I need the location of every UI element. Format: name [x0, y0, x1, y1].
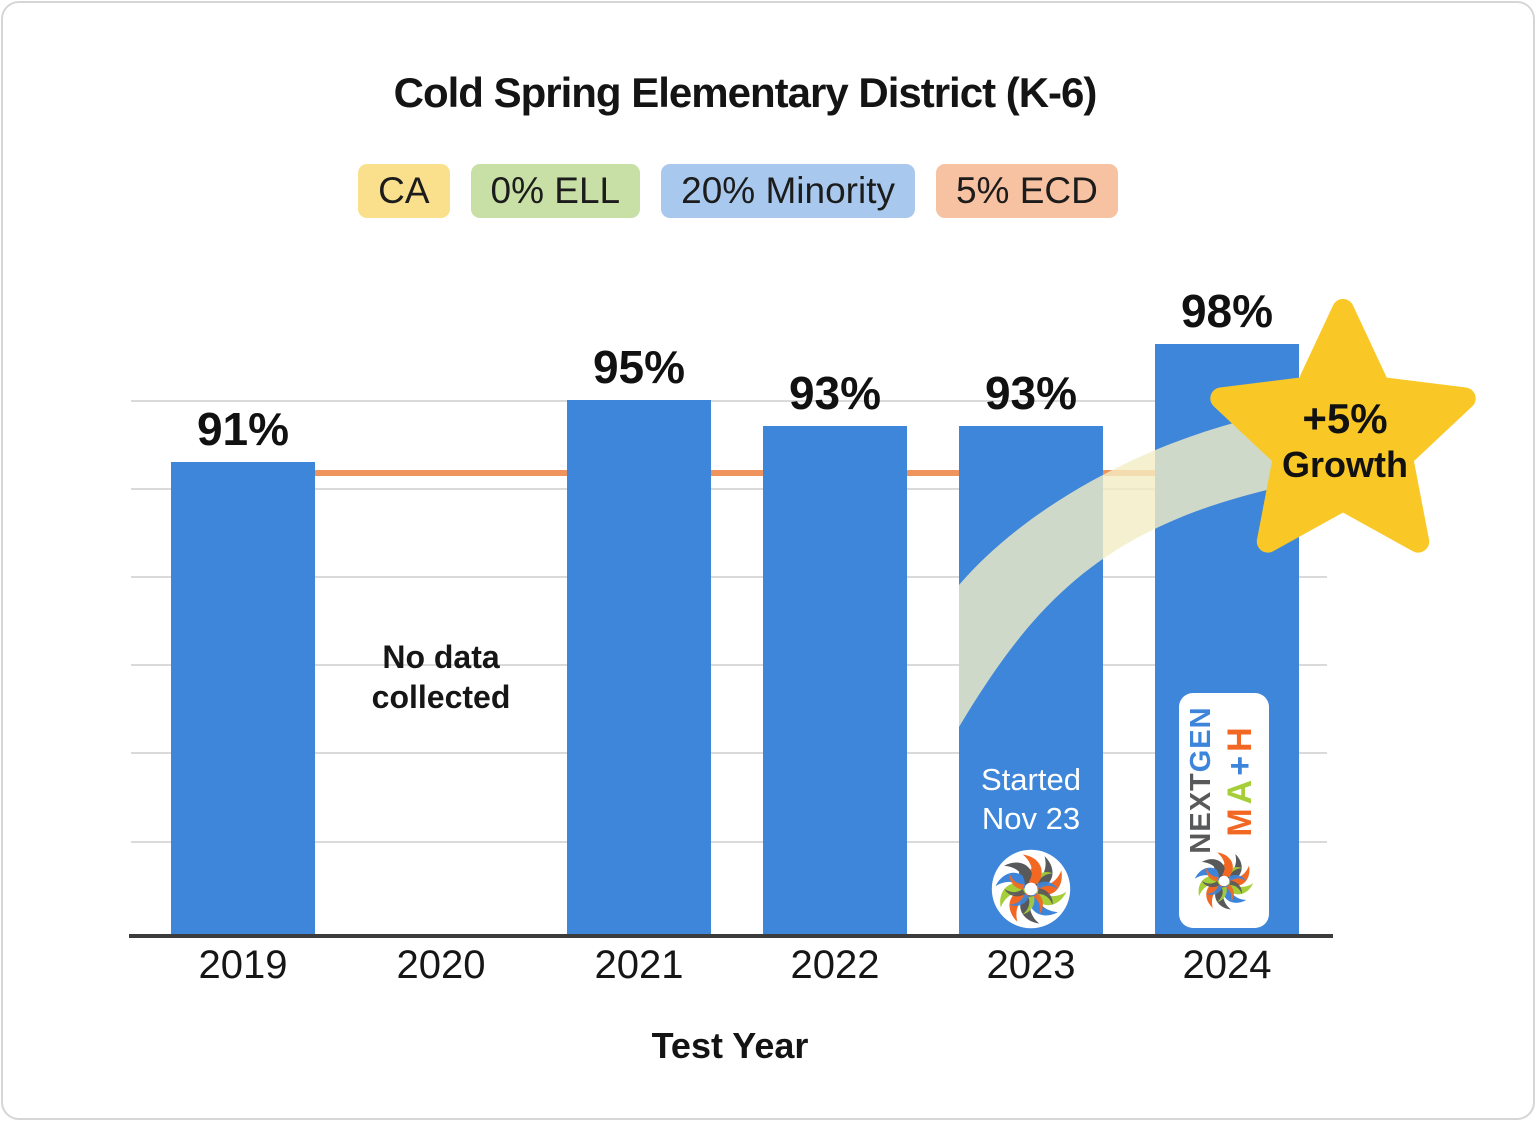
bar-value-label: 95% [592, 341, 686, 393]
nextgen-logo-letter: A [1221, 775, 1259, 805]
x-axis-tick-label: 2019 [198, 943, 288, 987]
nextgen-logo-letter: M [1221, 804, 1259, 837]
no-data-annotation: No data collected [371, 639, 511, 715]
bar-value-label: 91% [196, 403, 290, 455]
baseline-reference-line [183, 470, 1325, 476]
nextgen-logo-letter: H [1221, 723, 1259, 752]
bar-2021 [567, 400, 711, 936]
growth-star-caption: Growth [1282, 444, 1408, 485]
x-axis-tick-label: 2022 [790, 943, 880, 987]
nextgen-logo-word-math: MA+H [1220, 696, 1260, 864]
chart-title: Cold Spring Elementary District (K-6) [393, 69, 1098, 116]
nextgen-logo-word-gen: GEN [1185, 706, 1217, 773]
gridline [131, 841, 1327, 843]
x-axis-tick-label: 2021 [594, 943, 684, 987]
bar-value-label: 98% [1180, 285, 1274, 337]
bar-2022 [763, 426, 907, 936]
gridline [131, 664, 1327, 666]
gridline [131, 400, 1327, 402]
growth-star-value: +5% [1302, 395, 1387, 442]
gridline [131, 488, 1327, 490]
bar-value-label: 93% [984, 367, 1078, 419]
gridline [131, 576, 1327, 578]
bar-2019 [171, 462, 315, 936]
legend-badge: 20% Minority [661, 164, 915, 218]
x-axis-line [129, 934, 1333, 938]
x-axis-tick-label: 2020 [396, 943, 486, 987]
x-axis-title: Test Year [651, 1025, 809, 1066]
nextgen-math-logo-text: NEXTGEN MA+H [1182, 696, 1266, 864]
nextgen-logo-letter: + [1221, 751, 1259, 776]
bar-chart-plot-area: No data collected Test Year +5% Growth N… [3, 3, 1533, 1118]
legend-badge: CA [358, 164, 450, 218]
demographic-badges-row: CA 0% ELL 20% Minority 5% ECD [3, 164, 1473, 218]
started-annotation: Started Nov 23 [981, 762, 1081, 836]
bar-value-label: 93% [788, 367, 882, 419]
legend-badge: 0% ELL [470, 164, 641, 218]
x-axis-tick-label: 2024 [1182, 943, 1272, 987]
gridline [131, 752, 1327, 754]
nextgen-logo-word-next: NEXT [1185, 772, 1217, 854]
legend-badge: 5% ECD [935, 164, 1118, 218]
x-axis-tick-label: 2023 [986, 943, 1076, 987]
nextgen-math-logo-badge: NEXTGEN MA+H [1179, 693, 1269, 928]
